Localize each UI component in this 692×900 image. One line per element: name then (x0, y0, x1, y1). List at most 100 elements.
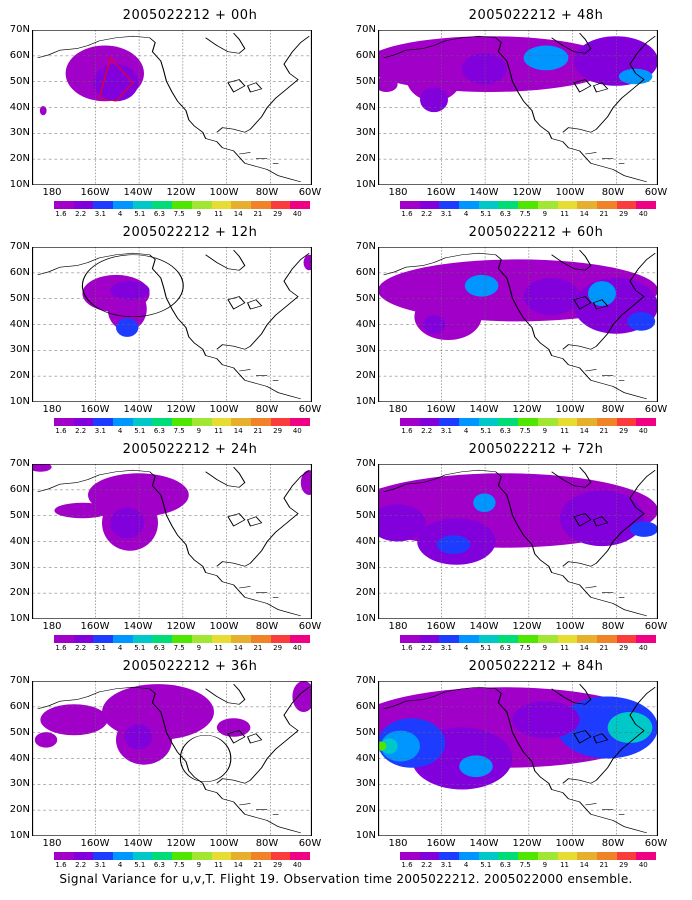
colorbar-swatch (93, 201, 114, 209)
colorbar-label: 6.3 (153, 427, 166, 435)
lat-tick-label: 50N (355, 509, 376, 521)
colorbar-label: 29 (619, 210, 629, 218)
colorbar-swatch (172, 201, 192, 209)
map-plot-area (378, 247, 658, 402)
lat-tick-label: 30N (355, 778, 376, 790)
lon-tick-label: 120W (512, 621, 542, 632)
coastline (37, 469, 302, 617)
coastline (585, 152, 625, 164)
lat-tick-label: 20N (355, 804, 376, 816)
colorbar-swatch (498, 418, 519, 426)
colorbar-swatch (93, 635, 114, 643)
map-panel: 2005022212 + 36h 70N 60N 50N 40N 30N 20N 10N 180… (10, 659, 360, 869)
colorbar-label: 7.5 (173, 427, 185, 435)
colorbar-swatch (616, 418, 637, 426)
colorbar-swatch (459, 201, 479, 209)
colorbar-swatch (557, 635, 578, 643)
lat-tick-label: 50N (9, 75, 30, 87)
coastline (239, 586, 279, 598)
colorbar-label: 11 (214, 644, 223, 652)
colorbar-swatch (113, 418, 133, 426)
colorbar-label: 4 (117, 427, 123, 435)
colorbar-label: 6.3 (499, 210, 512, 218)
lon-tick-label: 180 (42, 838, 62, 849)
colorbar-label: 9 (542, 427, 548, 435)
lon-tick-label: 80W (601, 838, 625, 849)
variance-contour (40, 704, 108, 736)
lat-tick-label: 50N (355, 292, 376, 304)
colorbar (400, 418, 656, 426)
lat-tick-label: 20N (355, 153, 376, 165)
colorbar-swatch (191, 852, 212, 860)
variance-contour (459, 755, 493, 778)
colorbar-swatch (419, 418, 440, 426)
colorbar-label: 21 (253, 427, 263, 435)
colorbar-swatch (537, 852, 558, 860)
colorbar-swatch (54, 201, 74, 209)
variance-contour (560, 490, 644, 547)
lon-tick-label: 100W (209, 187, 239, 198)
colorbar-swatch (439, 418, 460, 426)
lat-tick-label: 10N (355, 179, 376, 190)
colorbar-label: 7.5 (519, 210, 531, 218)
colorbar-label: 9 (196, 644, 202, 652)
colorbar-label: 7.5 (173, 210, 185, 218)
lat-tick-label: 10N (355, 396, 376, 407)
lat-tick-label: 70N (9, 24, 30, 35)
colorbar-swatch (172, 635, 192, 643)
lat-tick-label: 30N (355, 344, 376, 356)
coastline (216, 470, 310, 567)
lon-tick-label: 160W (80, 621, 110, 632)
colorbar-label: 11 (214, 210, 223, 218)
coastline (562, 253, 656, 350)
colorbar-label: 21 (599, 644, 609, 652)
lon-tick-label: 60W (298, 187, 322, 198)
colorbar-label: 2.2 (421, 644, 433, 652)
map-panel: 2005022212 + 84h 70N 60N 50N 40N 30N 20N 10N 180… (356, 659, 692, 869)
coastline (585, 369, 625, 381)
colorbar-swatch (132, 852, 153, 860)
colorbar-swatch (419, 201, 440, 209)
colorbar-swatch (498, 201, 519, 209)
colorbar-swatch (191, 635, 212, 643)
colorbar-swatch (518, 635, 538, 643)
variance-contour (34, 732, 58, 748)
coastline (227, 79, 263, 93)
colorbar-swatch (478, 201, 499, 209)
variance-contour (420, 87, 448, 113)
colorbar-label: 11 (214, 427, 223, 435)
lat-tick-label: 70N (9, 458, 30, 469)
colorbar-swatch (290, 418, 310, 426)
lat-tick-label: 60N (355, 483, 376, 495)
colorbar-label: 4 (117, 210, 123, 218)
panel-title: 2005022212 + 36h (122, 659, 258, 674)
lon-tick-label: 160W (80, 838, 110, 849)
colorbar-label: 7.5 (173, 861, 185, 869)
colorbar-label: 29 (273, 210, 283, 218)
colorbar-label: 1.6 (55, 861, 67, 869)
colorbar-label: 2.2 (421, 210, 433, 218)
colorbar-label: 3.1 (94, 861, 106, 869)
lon-tick-label: 140W (469, 187, 499, 198)
map-plot-area (378, 464, 658, 619)
colorbar-label: 11 (560, 644, 569, 652)
coastline (205, 32, 246, 54)
coastline (205, 683, 246, 705)
lon-tick-label: 60W (644, 621, 668, 632)
colorbar-label: 5.1 (480, 427, 492, 435)
variance-contour (116, 318, 139, 337)
variance-contour (627, 312, 656, 331)
lat-tick-label: 10N (9, 830, 30, 841)
colorbar-label: 5.1 (134, 644, 146, 652)
colorbar-label: 4 (117, 861, 123, 869)
colorbar-swatch (250, 201, 271, 209)
lon-tick-label: 120W (166, 838, 196, 849)
colorbar-label: 3.1 (440, 644, 452, 652)
colorbar-label: 29 (273, 861, 283, 869)
colorbar-swatch (636, 852, 656, 860)
colorbar-label: 4 (463, 427, 469, 435)
colorbar-swatch (459, 418, 479, 426)
colorbar-label: 14 (233, 861, 243, 869)
colorbar-label: 21 (253, 644, 263, 652)
colorbar-label: 2.2 (75, 427, 87, 435)
